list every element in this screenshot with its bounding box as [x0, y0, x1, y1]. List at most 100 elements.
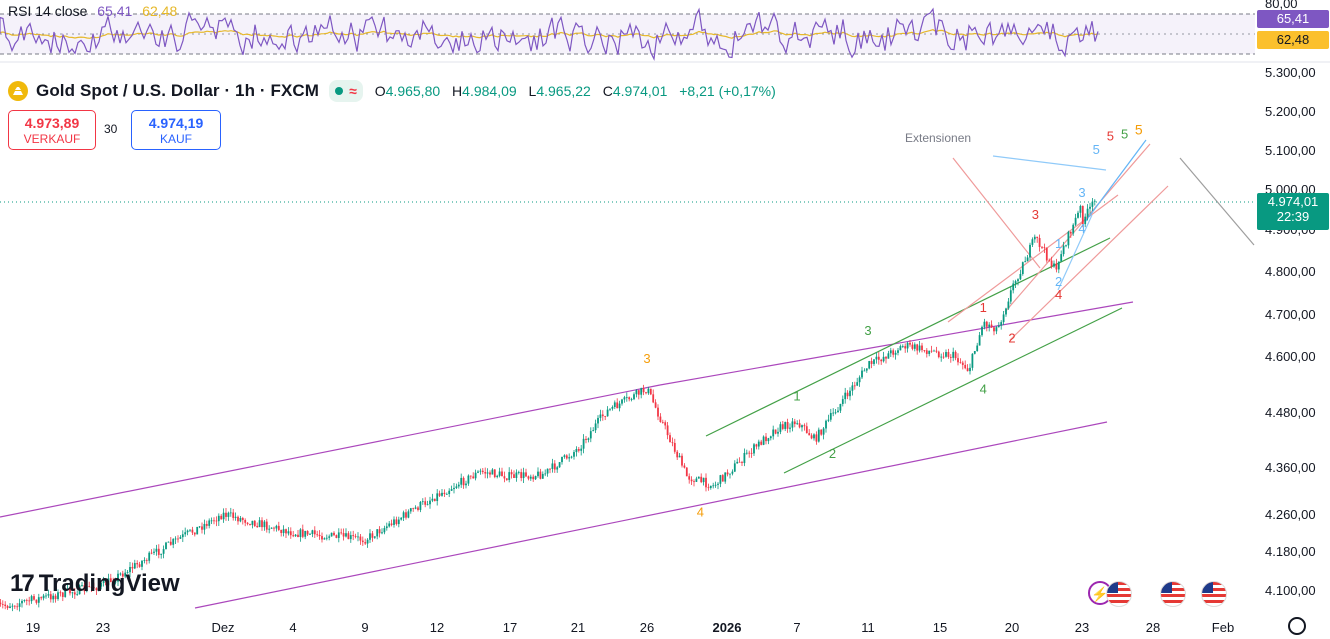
us-flag-icon[interactable]	[1201, 581, 1227, 607]
candle-body	[330, 532, 333, 537]
low-label: L	[528, 83, 537, 99]
settings-gear-icon[interactable]	[1288, 617, 1306, 635]
candle-body	[527, 476, 530, 479]
wave-label[interactable]: 3	[1032, 207, 1039, 222]
candle-body	[481, 470, 484, 473]
candle-body	[925, 350, 928, 354]
last-price-badge: 4.974,01 22:39	[1257, 193, 1329, 230]
candle-body	[265, 521, 268, 530]
candle-body	[877, 356, 880, 360]
candle-body	[160, 553, 163, 555]
candle-body	[155, 548, 158, 552]
candle-body	[1055, 263, 1058, 270]
sell-button[interactable]: 4.973,89 VERKAUF	[8, 110, 96, 150]
wave-label[interactable]: 2	[829, 446, 836, 461]
candle-body	[779, 424, 782, 432]
candle-body	[150, 552, 153, 554]
candle-body	[575, 449, 578, 453]
gold-coin-icon[interactable]	[8, 81, 28, 101]
wave-label[interactable]: 1	[793, 388, 800, 403]
candle-body	[513, 474, 515, 478]
trend-line-grey[interactable]	[1179, 157, 1255, 246]
candle-body	[73, 592, 76, 595]
candle-body	[817, 429, 820, 442]
wave-label[interactable]: 4	[980, 381, 987, 396]
extension-line-blue[interactable]	[992, 155, 1107, 171]
candle-body	[774, 429, 777, 434]
candle-body	[1, 604, 4, 605]
buy-label: KAUF	[159, 132, 192, 146]
symbol-title[interactable]: Gold Spot / U.S. Dollar · 1h · FXCM	[36, 81, 320, 100]
wave-label[interactable]: 4	[1078, 221, 1085, 236]
rsi-ma-badge: 62,48	[1257, 31, 1329, 49]
wave-label[interactable]: 5	[1135, 121, 1143, 137]
wave-label[interactable]: 4	[1055, 287, 1062, 302]
candle-body	[1012, 283, 1015, 291]
wave-label[interactable]: 2	[1055, 274, 1062, 289]
candle-body	[978, 335, 981, 346]
wave-line-blue[interactable]	[1084, 139, 1147, 223]
candle-body	[1053, 263, 1055, 267]
candle-body	[563, 455, 566, 457]
candle-body	[491, 469, 494, 475]
channel-lower-pink[interactable]	[1009, 185, 1169, 341]
wave-label[interactable]: 2	[1008, 331, 1015, 346]
candle-body	[76, 594, 79, 596]
buy-button[interactable]: 4.974,19 KAUF	[131, 110, 221, 150]
candle-body	[573, 452, 575, 457]
us-flag-icon[interactable]	[1160, 581, 1186, 607]
channel-upper-purple[interactable]	[0, 384, 661, 518]
tradingview-logo[interactable]: 17 TradingView	[10, 570, 180, 598]
wave-label[interactable]: 5	[1093, 142, 1100, 157]
candle-body	[688, 476, 691, 480]
candle-body	[1005, 308, 1007, 315]
extension-annotation[interactable]: Extensionen	[905, 131, 971, 145]
candle-body	[721, 475, 724, 482]
candle-body	[601, 414, 604, 417]
candle-body	[642, 388, 645, 393]
extension-line-red[interactable]	[952, 157, 1041, 269]
wave-label[interactable]: 5	[1107, 128, 1114, 143]
candle-body	[13, 605, 16, 607]
candle-body	[191, 529, 194, 533]
candle-body	[124, 572, 127, 577]
candle-body	[815, 434, 818, 442]
wave-line-blue-2[interactable]	[1057, 214, 1093, 291]
us-flag-icon[interactable]	[1106, 581, 1132, 607]
candle-body	[378, 529, 381, 534]
ohlc-values: O4.965,80 H4.984,09 L4.965,22 C4.974,01 …	[375, 83, 776, 99]
candle-body	[371, 533, 374, 538]
candle-body	[1069, 231, 1072, 234]
wave-label[interactable]: 3	[643, 351, 650, 366]
candle-body	[78, 585, 81, 595]
rsi-legend[interactable]: RSI 14 close 65,41 62,48	[8, 3, 177, 19]
channel-lower-green[interactable]	[783, 307, 1123, 474]
wave-label[interactable]: 1	[980, 300, 987, 315]
wave-label[interactable]: 1	[1055, 236, 1062, 251]
wave-label[interactable]: 5	[1121, 126, 1128, 141]
drawings[interactable]	[0, 139, 1255, 609]
candle-body	[911, 344, 914, 349]
candle-body	[489, 472, 491, 475]
y-axis[interactable]: 5.300,005.200,005.100,005.000,004.900,00…	[1265, 65, 1316, 598]
candle-body	[1033, 236, 1036, 240]
candle-body	[251, 520, 254, 525]
channel-upper-pink-1[interactable]	[1004, 143, 1151, 313]
wave-label[interactable]: 4	[697, 504, 704, 519]
wave-label[interactable]: 3	[864, 323, 871, 338]
candle-body	[366, 539, 369, 544]
wave-label[interactable]: 3	[1078, 185, 1085, 200]
candle-body	[174, 538, 177, 540]
sell-price: 4.973,89	[24, 115, 80, 131]
x-axis[interactable]: 19 23 Dez 4 9 12 17 21 26 2026 7 11 15 20 23 28 Feb	[26, 620, 1234, 635]
candle-body	[21, 600, 23, 604]
channel-lower-purple[interactable]	[194, 421, 1108, 609]
x-axis-tick-label: 23	[1075, 620, 1089, 635]
candle-body	[697, 476, 700, 479]
candle-body	[587, 438, 590, 440]
market-status-pill[interactable]: ≈	[329, 80, 363, 102]
channel-upper-green[interactable]	[705, 237, 1111, 437]
candle-body	[479, 470, 482, 472]
channel-upper-purple-ext[interactable]	[659, 301, 1134, 386]
candle-body	[786, 422, 789, 429]
